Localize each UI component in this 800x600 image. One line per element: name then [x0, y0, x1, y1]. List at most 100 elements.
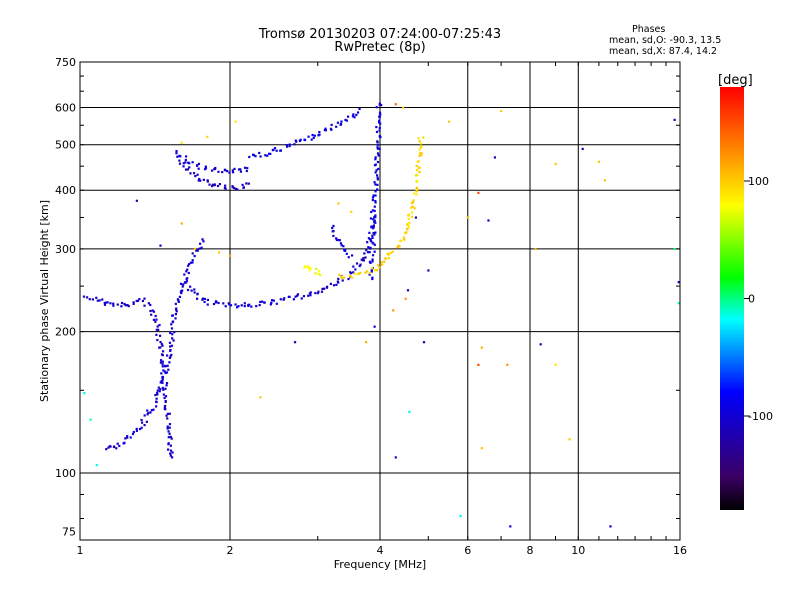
- data-point: [162, 388, 165, 391]
- data-point: [217, 301, 220, 305]
- data-point: [331, 226, 334, 230]
- data-point: [161, 386, 164, 390]
- data-point: [147, 411, 150, 415]
- y-tick-label: 750: [55, 56, 76, 69]
- data-point: [359, 263, 362, 266]
- data-point: [311, 133, 314, 137]
- data-point: [344, 249, 347, 252]
- data-point: [417, 137, 420, 140]
- data-point: [231, 171, 235, 174]
- data-point: [154, 405, 158, 408]
- data-point: [402, 236, 405, 239]
- data-point: [340, 276, 343, 279]
- data-point: [147, 302, 150, 305]
- data-point: [534, 247, 537, 251]
- data-point: [162, 393, 165, 396]
- data-point: [370, 210, 373, 214]
- data-point: [168, 412, 171, 415]
- data-point: [288, 144, 291, 148]
- data-point: [171, 337, 174, 340]
- data-point: [255, 304, 258, 308]
- data-point: [418, 140, 421, 143]
- data-point: [375, 125, 378, 129]
- data-point: [196, 248, 199, 251]
- data-point: [180, 141, 183, 144]
- data-point: [279, 149, 283, 152]
- data-point: [159, 340, 162, 344]
- data-point: [104, 301, 107, 304]
- data-point: [184, 161, 187, 164]
- data-point: [374, 216, 377, 219]
- colorbar-tick-label: 100: [748, 175, 769, 188]
- data-point: [259, 155, 262, 158]
- data-point: [373, 220, 376, 223]
- data-point: [245, 169, 248, 173]
- data-point: [206, 180, 209, 183]
- data-point: [374, 171, 377, 174]
- data-point: [404, 297, 407, 300]
- data-point: [167, 368, 170, 371]
- data-point: [221, 171, 224, 174]
- y-tick-label: 600: [55, 102, 76, 115]
- data-point: [171, 456, 174, 459]
- data-point: [95, 463, 98, 467]
- data-point: [242, 186, 245, 189]
- data-point: [169, 452, 172, 455]
- data-point: [155, 333, 158, 336]
- data-point: [135, 429, 138, 432]
- data-point: [107, 446, 110, 449]
- data-point: [246, 167, 249, 170]
- data-point: [120, 305, 123, 308]
- data-point: [156, 338, 159, 342]
- data-point: [165, 381, 169, 385]
- chart-subtitle: RwPretec (8p): [334, 40, 426, 55]
- data-point: [371, 276, 374, 279]
- data-point: [156, 393, 159, 396]
- data-point: [396, 246, 399, 249]
- data-point: [373, 269, 376, 272]
- data-point: [132, 302, 135, 305]
- data-point: [258, 303, 261, 307]
- data-point: [581, 147, 584, 151]
- data-point: [378, 134, 381, 138]
- data-point: [192, 172, 196, 175]
- data-point: [186, 264, 190, 267]
- data-point: [342, 245, 345, 248]
- data-point: [286, 145, 289, 148]
- data-point: [169, 444, 172, 447]
- chart-title: Tromsø 20130203 07:24:00-07:25:43: [258, 27, 502, 42]
- data-point: [344, 248, 347, 251]
- data-point: [372, 218, 375, 221]
- x-tick-label: 1: [77, 544, 84, 557]
- data-point: [407, 213, 411, 216]
- data-point: [229, 304, 233, 307]
- data-point: [159, 388, 162, 391]
- data-point: [293, 341, 297, 344]
- data-point: [108, 445, 111, 448]
- data-point: [180, 222, 183, 225]
- data-point: [568, 438, 571, 441]
- data-point: [314, 272, 317, 275]
- data-point: [132, 301, 135, 304]
- data-points: [82, 102, 680, 528]
- data-point: [370, 268, 373, 271]
- data-point: [161, 363, 164, 366]
- data-point: [381, 263, 384, 266]
- data-point: [231, 186, 234, 189]
- data-point: [123, 441, 126, 444]
- data-point: [158, 324, 161, 327]
- data-point: [160, 342, 163, 346]
- data-point: [201, 297, 205, 300]
- y-axis-label: Stationary phase Virtual Height [km]: [38, 200, 51, 402]
- data-point: [308, 269, 311, 272]
- data-point: [309, 294, 312, 297]
- data-point: [170, 323, 173, 326]
- data-point: [214, 166, 217, 170]
- data-point: [341, 279, 344, 282]
- data-point: [174, 317, 177, 320]
- data-point: [109, 302, 112, 305]
- data-point: [178, 295, 182, 299]
- data-point: [213, 184, 216, 187]
- data-point: [164, 365, 167, 368]
- data-point: [419, 142, 423, 145]
